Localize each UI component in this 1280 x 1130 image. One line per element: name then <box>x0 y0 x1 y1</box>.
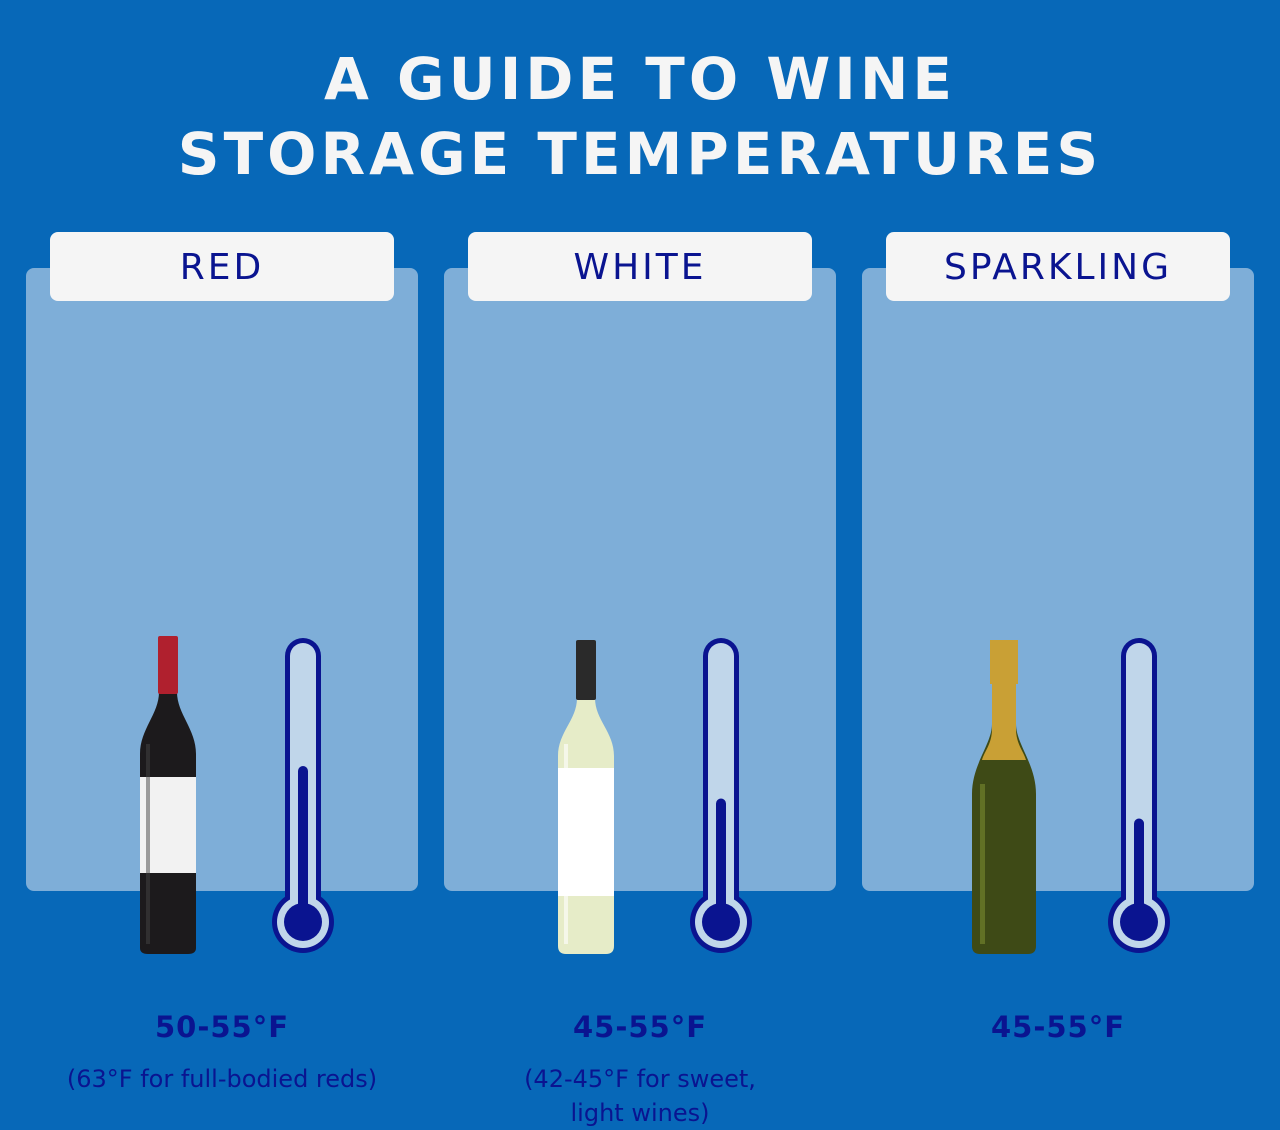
thermometer-mercury <box>1134 818 1144 922</box>
wine-type-label: WHITE <box>468 232 812 301</box>
temperature-note: (42-45°F for sweet, light wines) <box>524 1065 756 1127</box>
temperature-range: 45-55°F <box>572 1010 708 1044</box>
thermometer-icon <box>690 638 752 953</box>
red-wine-bottle-icon <box>140 636 196 954</box>
thermometer-icon <box>272 638 334 953</box>
thermometer-tube <box>1126 643 1152 928</box>
temperature-note: (63°F for full-bodied reds) <box>66 1065 378 1093</box>
thermometer-mercury-bulb <box>284 903 322 941</box>
temperature-range: 45-55°F <box>990 1010 1126 1044</box>
white-wine-bottle-icon <box>558 640 614 954</box>
thermometer-mercury <box>298 766 308 922</box>
temperature-range: 50-55°F <box>154 1010 290 1044</box>
thermometer-icon <box>1108 638 1170 953</box>
thermometer-mercury <box>716 798 726 922</box>
wine-type-label: SPARKLING <box>886 232 1230 301</box>
title-line-2: STORAGE TEMPERATURES <box>177 120 1103 188</box>
panel-red: 50-55°F (63°F for full-bodied reds) <box>26 268 418 1093</box>
thermometer-mercury-bulb <box>702 903 740 941</box>
panel-sparkling: 45-55°F <box>862 268 1254 1044</box>
wine-type-label: RED <box>50 232 394 301</box>
sparkling-wine-bottle-icon <box>972 640 1036 954</box>
title-line-1: A GUIDE TO WINE <box>323 45 957 113</box>
panel-white: 45-55°F (42-45°F for sweet, light wines) <box>444 268 836 1127</box>
page-title: A GUIDE TO WINE STORAGE TEMPERATURES <box>0 42 1280 192</box>
thermometer-mercury-bulb <box>1120 903 1158 941</box>
thermometer-tube <box>708 643 734 928</box>
